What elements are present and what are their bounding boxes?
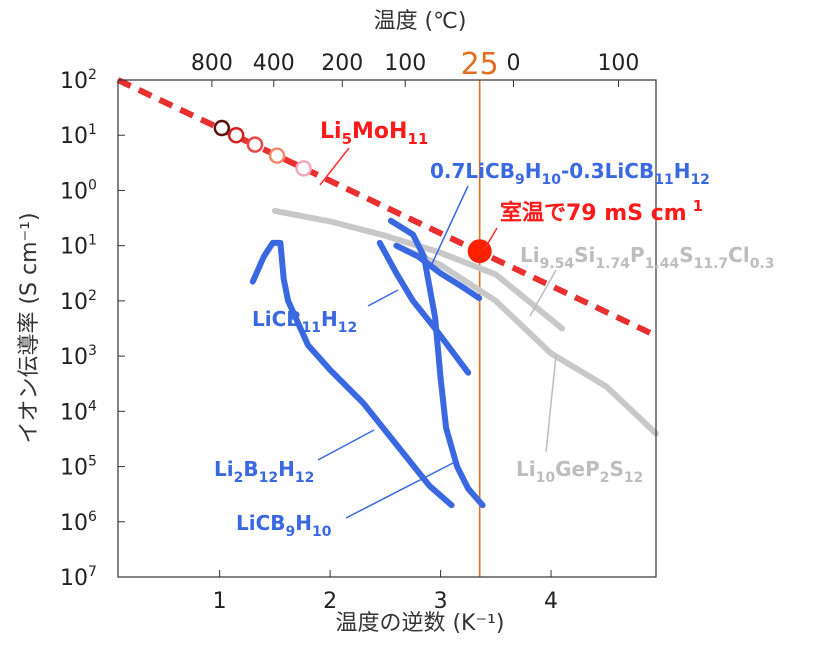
x2-tick-label: 200: [321, 51, 363, 76]
y-tick-label: 106: [60, 509, 97, 536]
data-marker-3: [268, 147, 286, 164]
annotation-licb-mixture: 0.7LiCB9H10-0.3LiCB11H12: [430, 159, 710, 188]
y-tick-label: 104: [60, 398, 97, 425]
annotation-leader-2: [483, 227, 498, 251]
data-marker-4: [295, 160, 312, 177]
x2-tick-label: 800: [191, 51, 233, 76]
data-marker-1: [227, 126, 245, 144]
series-line-0-7licb9h10-0-3licb11h12: [376, 239, 472, 376]
x2-tick-label: 100: [384, 51, 426, 76]
y-tick-label: 103: [60, 343, 97, 370]
data-marker-2: [246, 136, 264, 153]
annotation-licb9h10: LiCB9H10: [236, 511, 332, 540]
annotation-li5moh11: Li5MoH11: [320, 119, 428, 148]
annotation-li10gep2s12: Li10GeP2S12: [516, 457, 643, 486]
x2-axis-title: 温度 (℃): [374, 9, 467, 34]
annotation-leader-7: [545, 354, 557, 453]
annotation-leader-5: [317, 429, 375, 461]
x-axis-title: 温度の逆数 (K⁻¹): [335, 611, 504, 636]
x-tick-label: 2: [323, 589, 337, 614]
room-temp-label: 25: [461, 47, 499, 82]
annotation-licb11h12: LiCB11H12: [252, 307, 357, 336]
y-tick-label: 105: [60, 454, 97, 481]
data-marker-0: [213, 119, 231, 137]
x-tick-label: 4: [544, 589, 558, 614]
series-line-0-7licb9h10-0-3licb11h12-upper: [393, 242, 483, 302]
axes-layer: 1 2 3 4 102 101 100 101 102 103 104 105 106 107 800 400…: [60, 47, 657, 614]
series-line-licb9h10: [387, 217, 486, 509]
annotation-li2b12h12: Li2B12H12: [214, 457, 314, 486]
annotation-leader-1: [429, 185, 469, 269]
annotation-room-temp: 室温で79 mS cm 1: [500, 197, 703, 226]
room-temp-point: [467, 239, 492, 264]
annotation-li954: Li9.54Si1.74P1.44S11.7Cl0.3: [520, 243, 775, 272]
series-line-li5moh11: [116, 77, 658, 339]
y-tick-label: 107: [60, 564, 97, 591]
y-tick-label: 102: [60, 67, 97, 94]
x-tick-label: 3: [434, 589, 448, 614]
x2-tick-label: 0: [506, 51, 520, 76]
x2-tick-label: 400: [253, 51, 295, 76]
plot-layer: [116, 77, 659, 577]
y-tick-label: 100: [60, 177, 97, 204]
x-tick-label: 1: [213, 589, 227, 614]
series-line-li9-54si1-74p1-44s11-7cl0-3: [271, 207, 566, 332]
annotation-leader-4: [367, 289, 399, 307]
y-tick-label: 101: [60, 233, 97, 260]
y-tick-label: 102: [60, 288, 97, 315]
y-tick-label: 101: [60, 122, 97, 149]
annotation-leader-3: [529, 269, 557, 317]
annotation-leader-0: [319, 147, 350, 186]
x2-tick-label: 100: [597, 51, 639, 76]
series-line-licb11h12: [249, 239, 455, 509]
plot-frame: [117, 79, 657, 578]
annotation-leader-6: [345, 461, 456, 519]
y-axis-title: イオン伝導率 (S cm⁻¹): [17, 212, 42, 443]
